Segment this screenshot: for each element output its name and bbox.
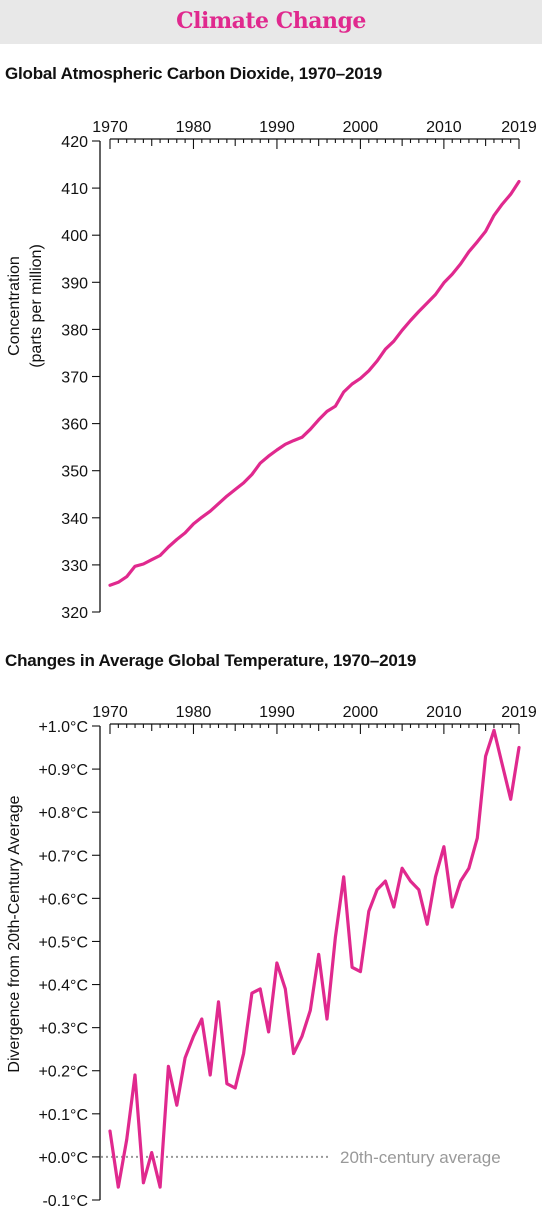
page-title: Climate Change [176,8,366,34]
temp-y-tick-label-9: +0.8°C [38,805,88,822]
temp-y-tick-label-11: +1.0°C [38,719,88,736]
temp-x-tick-label-1970: 1970 [92,704,128,721]
temp-y-tick-label-3: +0.2°C [38,1064,88,1081]
temp-x-tick-label-2019: 2019 [501,704,537,721]
temp-x-tick-label-1990: 1990 [259,704,295,721]
co2-x-tick-label-1990: 1990 [259,119,295,136]
temp-y-tick-label-7: +0.6°C [38,891,88,908]
temp-reference-label: 20th-century average [340,1148,501,1167]
temp-y-tick-label-4: +0.3°C [38,1021,88,1038]
co2-x-tick-label-2010: 2010 [426,119,462,136]
temp-y-tick-label-1: +0.0°C [38,1150,88,1167]
co2-y-tick-label-2: 340 [61,511,88,528]
co2-x-tick-label-2000: 2000 [343,119,379,136]
co2-y-tick-label-8: 400 [61,228,88,245]
co2-y-axis-label: Concentration [6,256,23,356]
temp-x-tick-label-1980: 1980 [176,704,212,721]
temperature-chart: 1970 1980 1990 2000 2010 2019 -0.1°C +0.0°C +0.1… [6,704,537,1210]
co2-x-tick-label-2019: 2019 [501,119,537,136]
co2-y-tick-label-7: 390 [61,275,88,292]
co2-x-tick-label-1970: 1970 [92,119,128,136]
co2-series-line [108,179,521,587]
temp-y-tick-label-5: +0.4°C [38,978,88,995]
co2-y-tick-label-1: 330 [61,558,88,575]
co2-y-tick-label-6: 380 [61,322,88,339]
co2-chart-title: Global Atmospheric Carbon Dioxide, 1970–… [5,64,382,83]
temp-series-line [108,728,521,1189]
co2-y-tick-label-4: 360 [61,417,88,434]
co2-y-tick-label-0: 320 [61,605,88,622]
temp-x-tick-label-2000: 2000 [343,704,379,721]
temp-y-tick-label-6: +0.5°C [38,934,88,951]
co2-y-tick-label-9: 410 [61,181,88,198]
co2-y-tick-label-5: 370 [61,370,88,387]
temp-y-tick-label-8: +0.7°C [38,848,88,865]
co2-y-axis-label-units: (parts per million) [28,244,45,368]
co2-y-tick-label-3: 350 [61,464,88,481]
temp-y-tick-label-0: -0.1°C [42,1193,88,1210]
header-banner: Climate Change [0,0,542,44]
temp-y-tick-label-10: +0.9°C [38,762,88,779]
co2-x-tick-label-1980: 1980 [176,119,212,136]
co2-y-tick-label-10: 420 [61,134,88,151]
temp-x-tick-label-2010: 2010 [426,704,462,721]
co2-chart: 1970 1980 1990 2000 2010 2019 320 330 340 350 360 3… [6,119,537,622]
temp-y-tick-label-2: +0.1°C [38,1107,88,1124]
temperature-y-axis-label: Divergence from 20th-Century Average [6,795,23,1072]
temperature-chart-title: Changes in Average Global Temperature, 1… [5,651,417,670]
